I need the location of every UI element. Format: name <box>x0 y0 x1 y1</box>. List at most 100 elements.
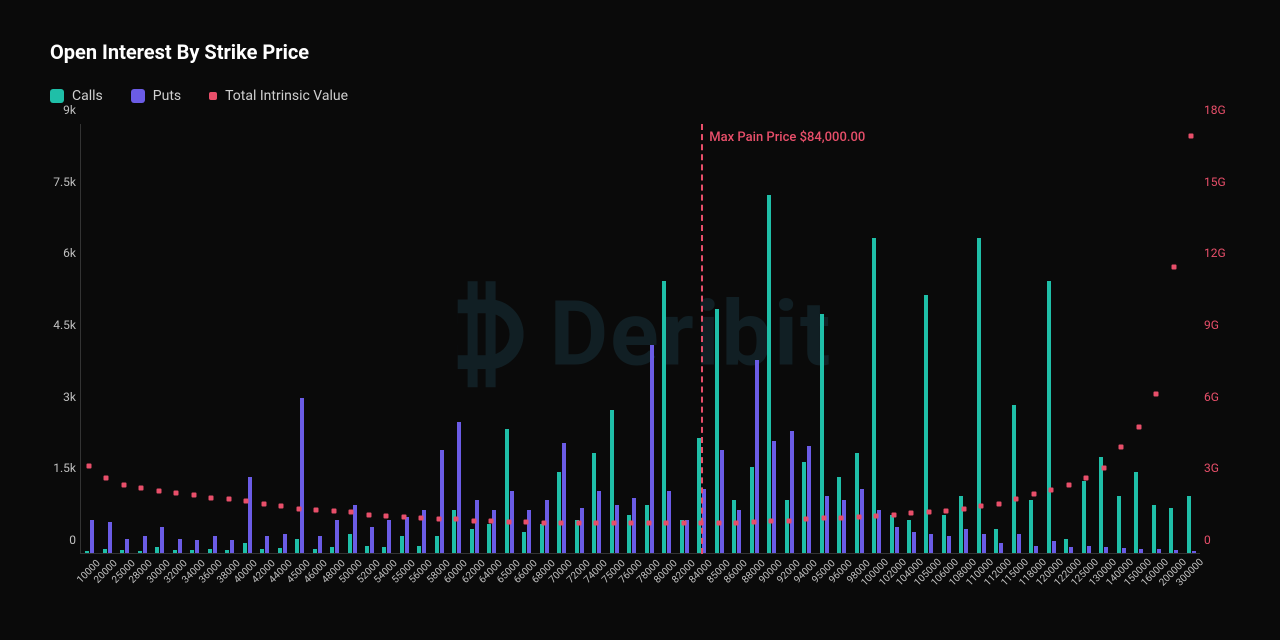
bar-group[interactable] <box>553 443 570 553</box>
bar-group[interactable] <box>1148 505 1165 553</box>
legend-item-calls[interactable]: Calls <box>50 88 103 104</box>
put-bar <box>999 543 1003 553</box>
bar-group[interactable] <box>361 527 378 553</box>
bar-group[interactable] <box>518 510 535 553</box>
bar-group[interactable] <box>833 477 850 553</box>
legend-item-intrinsic[interactable]: Total Intrinsic Value <box>209 88 348 104</box>
bar-group[interactable] <box>1060 539 1077 553</box>
bar-group[interactable] <box>151 527 168 553</box>
bar-group[interactable] <box>780 431 797 553</box>
put-bar <box>1034 546 1038 553</box>
bar-group[interactable] <box>571 508 588 553</box>
bar-group[interactable] <box>98 522 115 553</box>
bar-group[interactable] <box>920 295 937 553</box>
bar-group[interactable] <box>850 453 867 553</box>
bar-group[interactable] <box>116 539 133 553</box>
y-right-tick: 15G <box>1204 175 1226 189</box>
bar-group[interactable] <box>745 360 762 554</box>
bar-group[interactable] <box>483 510 500 553</box>
bar-group[interactable] <box>273 534 290 553</box>
bar-group[interactable] <box>885 515 902 553</box>
bar-group[interactable] <box>343 505 360 553</box>
bar-group[interactable] <box>326 520 343 553</box>
call-bar <box>627 515 631 553</box>
bar-group[interactable] <box>1113 496 1130 553</box>
put-bar <box>387 520 391 553</box>
call-bar <box>802 462 806 553</box>
bar-group[interactable] <box>693 438 710 553</box>
bar-group[interactable] <box>1095 457 1112 553</box>
bar-group[interactable] <box>291 398 308 553</box>
put-bar <box>615 505 619 553</box>
call-bar <box>365 546 369 553</box>
call-bar <box>1099 457 1103 553</box>
call-bar <box>942 515 946 553</box>
bar-group[interactable] <box>133 536 150 553</box>
bar-group[interactable] <box>1165 508 1182 553</box>
bar-group[interactable] <box>1043 281 1060 553</box>
bar-group[interactable] <box>203 536 220 553</box>
bar-group[interactable] <box>710 309 727 553</box>
put-bar <box>877 510 881 553</box>
call-bar <box>348 534 352 553</box>
put-bar <box>370 527 374 553</box>
put-bar <box>422 510 426 553</box>
put-bar <box>720 450 724 553</box>
y-left-tick: 0 <box>69 533 76 547</box>
y-left-tick: 3k <box>63 390 76 404</box>
bar-group[interactable] <box>501 429 518 553</box>
put-bar <box>1104 547 1108 553</box>
y-left-tick: 6k <box>63 246 76 260</box>
bar-group[interactable] <box>903 520 920 553</box>
call-bar <box>173 550 177 553</box>
bar-group[interactable] <box>186 540 203 553</box>
bar-group[interactable] <box>81 520 98 553</box>
bar-group[interactable] <box>658 281 675 553</box>
bar-group[interactable] <box>990 529 1007 553</box>
bar-group[interactable] <box>1130 472 1147 553</box>
bar-group[interactable] <box>763 195 780 553</box>
bar-group[interactable] <box>536 500 553 553</box>
bar-group[interactable] <box>1183 496 1200 553</box>
call-bar <box>470 529 474 553</box>
bar-group[interactable] <box>641 345 658 553</box>
put-bar <box>842 500 846 553</box>
call-bar <box>785 500 789 553</box>
bar-group[interactable] <box>606 410 623 553</box>
bar-group[interactable] <box>413 510 430 553</box>
bar-group[interactable] <box>623 498 640 553</box>
put-bar <box>353 505 357 553</box>
bar-group[interactable] <box>798 446 815 554</box>
put-bar <box>492 510 496 553</box>
call-bar <box>1187 496 1191 553</box>
bar-group[interactable] <box>938 515 955 553</box>
call-bar <box>732 500 736 553</box>
legend-item-puts[interactable]: Puts <box>131 88 181 104</box>
call-bar <box>1169 508 1173 553</box>
bar-group[interactable] <box>221 540 238 553</box>
bar-group[interactable] <box>868 238 885 553</box>
bar-group[interactable] <box>1008 405 1025 553</box>
bar-group[interactable] <box>396 517 413 553</box>
bar-group[interactable] <box>955 496 972 553</box>
bar-group[interactable] <box>815 314 832 553</box>
bar-group[interactable] <box>448 422 465 553</box>
bar-group[interactable] <box>728 500 745 553</box>
bar-group[interactable] <box>1078 481 1095 553</box>
bar-group[interactable] <box>675 520 692 553</box>
y-right-tick: 3G <box>1204 461 1219 475</box>
bars-area <box>80 124 1200 554</box>
bar-group[interactable] <box>973 238 990 553</box>
bar-group[interactable] <box>588 453 605 553</box>
bar-group[interactable] <box>238 477 255 553</box>
bar-group[interactable] <box>466 500 483 553</box>
bar-group[interactable] <box>1025 500 1042 553</box>
bar-group[interactable] <box>378 520 395 553</box>
bar-group[interactable] <box>431 450 448 553</box>
put-bar <box>1192 551 1196 553</box>
bar-group[interactable] <box>308 536 325 553</box>
bar-group[interactable] <box>256 536 273 553</box>
bar-group[interactable] <box>168 539 185 553</box>
calls-label: Calls <box>72 88 103 104</box>
call-bar <box>278 548 282 553</box>
